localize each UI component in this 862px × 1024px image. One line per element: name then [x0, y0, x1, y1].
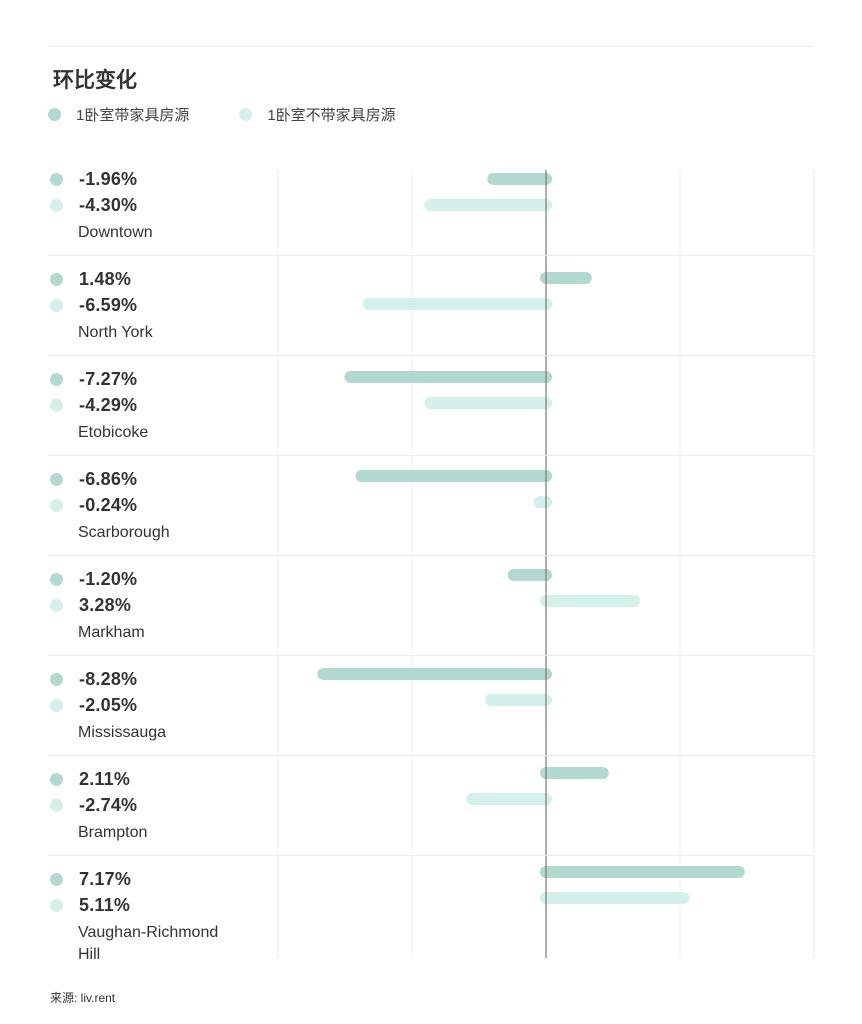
bar-etobicoke-unfurnished: [424, 397, 552, 409]
category-label: Mississauga: [78, 724, 167, 741]
value-line-mississauga-furnished: -8.28%: [48, 669, 137, 690]
data-label: 2.11%: [79, 769, 131, 789]
series-dot: [50, 173, 63, 186]
bar-north-york-unfurnished: [362, 298, 552, 310]
value-line-brampton-furnished: 2.11%: [48, 769, 130, 790]
row-scarborough: -6.86% -0.24% Scarborough: [48, 456, 814, 556]
bar-downtown-furnished: [487, 173, 552, 185]
row-mississauga: -8.28% -2.05% Mississauga: [48, 656, 814, 756]
series-dot: [50, 573, 63, 586]
data-label: -6.59%: [79, 295, 138, 315]
legend-item-furnished: 1卧室带家具房源: [48, 104, 189, 125]
value-line-downtown-furnished: -1.96%: [48, 169, 137, 190]
bar-mississauga-unfurnished: [484, 694, 552, 706]
data-label: -8.28%: [79, 669, 138, 689]
data-label: 3.28%: [79, 595, 132, 615]
data-label: -2.05%: [79, 695, 138, 715]
data-label: 1.48%: [79, 269, 132, 289]
category-label: Downtown: [78, 224, 153, 241]
category-label: Vaughan-Richmond Hill: [78, 924, 219, 963]
category-label: Markham: [78, 624, 145, 641]
data-label: -7.27%: [79, 369, 138, 389]
series-dot: [50, 199, 63, 212]
bar-brampton-furnished: [540, 767, 609, 779]
chart-title: 环比变化: [53, 69, 137, 92]
value-line-vaughan-richmond-hill-furnished: 7.17%: [48, 869, 131, 890]
bar-mississauga-furnished: [317, 668, 552, 680]
category-label: Brampton: [78, 824, 148, 841]
bar-brampton-unfurnished: [466, 793, 552, 805]
series-dot: [50, 773, 63, 786]
data-label: -1.20%: [79, 569, 138, 589]
top-divider: [48, 46, 814, 47]
bar-scarborough-unfurnished: [533, 496, 552, 508]
category-label: Etobicoke: [78, 424, 149, 441]
row-etobicoke: -7.27% -4.29% Etobicoke: [48, 356, 814, 456]
series-dot: [50, 873, 63, 886]
chart-rows: -1.96% -4.30% Downtown 1.48% -6.59% North Yor…: [48, 156, 814, 966]
series-dot: [50, 799, 63, 812]
legend-label-unfurnished: 1卧室不带家具房源: [267, 107, 396, 124]
bar-vaughan-richmond-hill-furnished: [540, 866, 745, 878]
series-dot: [50, 299, 63, 312]
series-dot: [50, 899, 63, 912]
data-label: -0.24%: [79, 495, 138, 515]
data-label: -4.29%: [79, 395, 138, 415]
series-dot: [50, 399, 63, 412]
row-markham: -1.20% 3.28% Markham: [48, 556, 814, 656]
data-label: -1.96%: [79, 169, 138, 189]
data-label: 5.11%: [79, 895, 131, 915]
bars: [317, 173, 745, 904]
legend-swatch-furnished: [48, 108, 61, 121]
value-line-vaughan-richmond-hill-unfurnished: 5.11%: [48, 895, 130, 916]
legend-item-unfurnished: 1卧室不带家具房源: [239, 104, 396, 125]
bar-markham-furnished: [507, 569, 552, 581]
legend-swatch-unfurnished: [239, 108, 253, 121]
data-label: -6.86%: [79, 469, 138, 489]
value-line-etobicoke-unfurnished: -4.29%: [48, 395, 137, 416]
series-dot: [50, 673, 63, 686]
row-north-york: 1.48% -6.59% North York: [48, 256, 814, 356]
value-line-downtown-unfurnished: -4.30%: [48, 195, 137, 216]
bar-markham-unfurnished: [540, 595, 641, 607]
data-label: -2.74%: [79, 795, 138, 815]
series-dot: [50, 699, 63, 712]
value-line-scarborough-furnished: -6.86%: [48, 469, 137, 490]
series-dot: [50, 599, 63, 612]
bar-vaughan-richmond-hill-unfurnished: [540, 892, 690, 904]
bar-downtown-unfurnished: [424, 199, 552, 211]
value-line-scarborough-unfurnished: -0.24%: [48, 495, 137, 516]
series-dot: [50, 499, 63, 512]
value-line-markham-furnished: -1.20%: [48, 569, 137, 590]
value-line-etobicoke-furnished: -7.27%: [48, 369, 137, 390]
bar-scarborough-furnished: [355, 470, 552, 482]
series-dot: [50, 473, 63, 486]
row-vaughan-richmond-hill: 7.17% 5.11% Vaughan-Richmond Hill: [48, 856, 814, 966]
value-line-brampton-unfurnished: -2.74%: [48, 795, 137, 816]
legend-label-furnished: 1卧室带家具房源: [76, 107, 190, 124]
value-line-mississauga-unfurnished: -2.05%: [48, 695, 137, 716]
data-label: 7.17%: [79, 869, 132, 889]
source-note: 来源: liv.rent: [50, 991, 116, 1005]
bar-north-york-furnished: [540, 272, 592, 284]
series-dot: [50, 273, 63, 286]
row-downtown: -1.96% -4.30% Downtown: [48, 156, 814, 256]
bar-etobicoke-furnished: [344, 371, 552, 383]
value-line-north-york-unfurnished: -6.59%: [48, 295, 137, 316]
category-label: Scarborough: [78, 524, 170, 541]
value-line-markham-unfurnished: 3.28%: [48, 595, 131, 616]
category-label: North York: [78, 324, 153, 341]
row-brampton: 2.11% -2.74% Brampton: [48, 756, 814, 856]
data-label: -4.30%: [79, 195, 138, 215]
legend: 1卧室带家具房源 1卧室不带家具房源: [48, 104, 396, 125]
value-line-north-york-furnished: 1.48%: [48, 269, 131, 290]
series-dot: [50, 373, 63, 386]
